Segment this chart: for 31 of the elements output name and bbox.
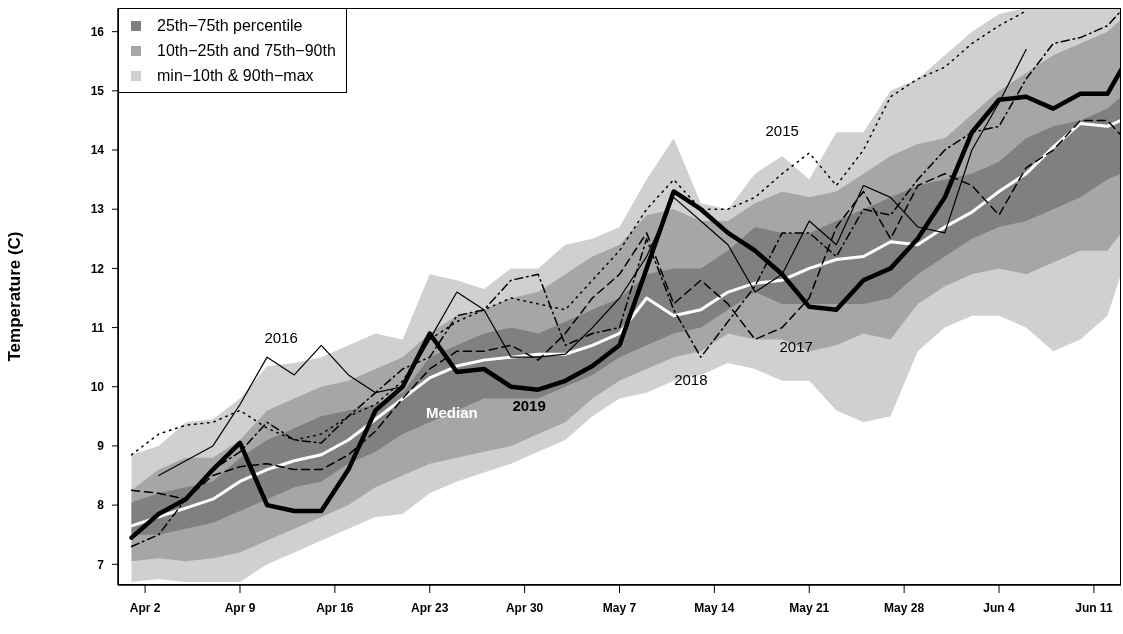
x-tick-label: Jun 4 xyxy=(983,600,1016,615)
x-tick-label: Apr 2 xyxy=(129,600,161,615)
y-tick-label: 15 xyxy=(90,84,105,99)
series-label: 2015 xyxy=(765,121,799,139)
legend-label: min−10th & 90th−max xyxy=(157,66,314,85)
series-label: 2017 xyxy=(779,337,813,355)
x-tick-label: May 7 xyxy=(602,600,637,615)
x-tick-label: Apr 9 xyxy=(224,600,256,615)
y-tick-label: 9 xyxy=(97,439,105,454)
x-tick-label: May 14 xyxy=(694,600,735,615)
x-tick-label: Jun 11 xyxy=(1075,600,1113,615)
y-tick-label: 7 xyxy=(97,557,105,572)
y-tick-label: 11 xyxy=(91,320,105,335)
series-label: 2019 xyxy=(512,396,546,414)
legend-label: 25th−75th percentile xyxy=(157,16,303,35)
x-tick-label: May 21 xyxy=(789,600,830,615)
series-label: Median xyxy=(426,404,478,422)
y-axis-title: Temperature (C) xyxy=(5,231,25,362)
x-tick-label: Apr 30 xyxy=(505,600,544,615)
y-tick-label: 13 xyxy=(90,202,105,217)
y-tick-label: 8 xyxy=(97,498,105,513)
legend-label: 10th−25th and 75th−90th xyxy=(157,41,336,60)
y-tick-label: 10 xyxy=(90,380,105,395)
series-label: 2016 xyxy=(264,329,298,347)
y-tick-label: 12 xyxy=(90,261,105,276)
x-tick-label: Apr 23 xyxy=(411,600,449,615)
series-label: 2018 xyxy=(674,371,708,389)
y-tick-label: 14 xyxy=(90,143,105,158)
y-tick-label: 16 xyxy=(90,24,105,39)
x-tick-label: May 28 xyxy=(884,600,925,615)
x-tick-label: Apr 16 xyxy=(316,600,354,615)
